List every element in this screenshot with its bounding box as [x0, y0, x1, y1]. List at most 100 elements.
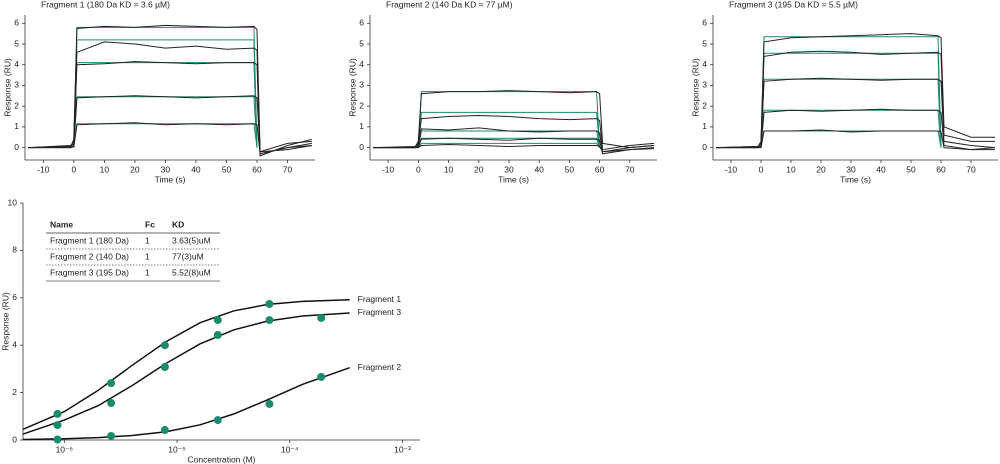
y-tick-label: 0 [12, 434, 17, 444]
x-axis-label: Time (s) [498, 174, 529, 184]
y-tick-label: 1 [702, 121, 707, 131]
x-tick-label: -10 [725, 164, 738, 174]
series-label: Fragment 1 [358, 294, 402, 304]
trace [417, 111, 601, 148]
y-tick-label: 6 [12, 292, 17, 302]
table-cell: Fragment 2 (140 Da) [50, 251, 129, 261]
x-tick-label: 10 [786, 164, 796, 174]
trace [73, 123, 258, 148]
table-header: KD [172, 219, 184, 229]
y-tick-label: 4 [702, 59, 707, 69]
series-label: Fragment 3 [358, 307, 402, 317]
y-tick-label: 3 [14, 80, 19, 90]
y-tick-label: 4 [14, 59, 19, 69]
data-point [160, 341, 169, 350]
x-tick-label: 30 [846, 164, 856, 174]
x-tick-label: -10 [382, 164, 395, 174]
chart-title: Fragment 2 (140 Da KD = 77 µM) [386, 0, 513, 9]
y-tick-label: 0 [702, 142, 707, 152]
x-tick-label: 10⁻⁵ [168, 444, 185, 454]
fit-line [22, 366, 350, 441]
data-point [265, 299, 274, 308]
data-point [317, 372, 326, 381]
trace [760, 109, 942, 148]
trace [760, 52, 942, 148]
x-tick-label: 10⁻⁶ [56, 444, 73, 454]
chart-title: Fragment 1 (180 Da KD = 3.6 µM) [41, 0, 170, 9]
x-axis-label: Time (s) [155, 174, 186, 184]
y-tick-label: 2 [702, 100, 707, 110]
x-tick-label: 50 [906, 164, 916, 174]
data-point [317, 313, 326, 322]
data-point [53, 435, 62, 444]
y-axis-label: Response (RU) [690, 58, 700, 117]
data-point [213, 416, 222, 425]
x-tick-label: 60 [936, 164, 946, 174]
trace [760, 36, 942, 148]
y-tick-label: 10 [8, 197, 18, 207]
fit-line [22, 312, 350, 435]
trace [73, 62, 258, 148]
trace [28, 24, 312, 153]
y-tick-label: 6 [702, 18, 707, 28]
x-tick-label: 0 [416, 164, 421, 174]
trace [417, 142, 601, 148]
table-cell: 3.63(5)uM [172, 235, 211, 245]
x-tick-label: 10⁻⁴ [281, 444, 299, 454]
x-tick-label: 50 [565, 164, 575, 174]
y-tick-label: 4 [12, 339, 17, 349]
x-tick-label: 30 [161, 164, 171, 174]
x-tick-label: 40 [534, 164, 544, 174]
y-tick-label: 2 [14, 100, 19, 110]
y-tick-label: 0 [359, 142, 364, 152]
trace [28, 41, 312, 155]
table-header: Name [50, 219, 73, 229]
data-point [160, 363, 169, 372]
x-tick-label: 70 [283, 164, 293, 174]
y-tick-label: 8 [12, 245, 17, 255]
x-axis-label: Concentration (M) [187, 454, 255, 464]
trace [760, 130, 942, 148]
y-tick-label: 1 [359, 121, 364, 131]
y-tick-label: 5 [14, 38, 19, 48]
table-cell: 77(3)uM [172, 251, 204, 261]
x-tick-label: -10 [37, 164, 50, 174]
data-point [53, 409, 62, 418]
chart-title: Fragment 3 (195 Da KD = 5.5 µM) [729, 0, 858, 9]
x-tick-label: 0 [759, 164, 764, 174]
x-tick-label: 10 [100, 164, 110, 174]
x-tick-label: 50 [222, 164, 232, 174]
y-axis-label: Response (RU) [0, 292, 10, 351]
trace [73, 26, 258, 148]
x-tick-label: 70 [625, 164, 635, 174]
trace [373, 143, 655, 153]
x-tick-label: 70 [966, 164, 976, 174]
x-axis-label: Time (s) [840, 174, 871, 184]
trace [760, 78, 942, 148]
x-tick-label: 10⁻³ [394, 444, 411, 454]
y-axis-label: Response (RU) [347, 58, 357, 117]
table-cell: 5.52(8)uM [172, 267, 211, 277]
x-tick-label: 40 [876, 164, 886, 174]
table-cell: 1 [145, 251, 150, 261]
x-tick-label: 60 [252, 164, 262, 174]
data-point [160, 426, 169, 435]
trace [716, 129, 995, 151]
x-tick-label: 20 [474, 164, 484, 174]
y-tick-label: 5 [359, 38, 364, 48]
y-tick-label: 4 [359, 59, 364, 69]
table-cell: 1 [145, 235, 150, 245]
trace [372, 90, 655, 149]
x-tick-label: 10 [444, 164, 454, 174]
series-label: Fragment 2 [358, 362, 402, 372]
y-tick-label: 1 [14, 121, 19, 131]
fit-line [22, 298, 350, 430]
x-tick-label: 30 [504, 164, 514, 174]
x-tick-label: 20 [130, 164, 140, 174]
x-tick-label: 20 [816, 164, 826, 174]
trace [715, 50, 995, 149]
y-tick-label: 3 [702, 80, 707, 90]
data-point [107, 379, 116, 388]
trace [28, 122, 312, 155]
